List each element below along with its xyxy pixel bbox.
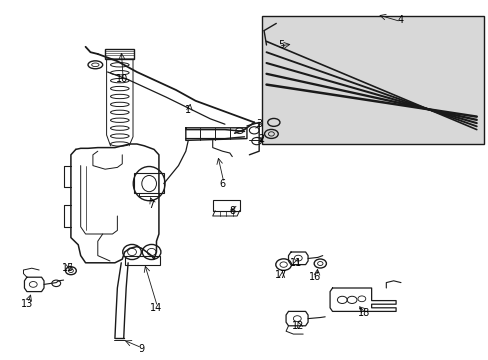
Bar	[212, 200, 239, 211]
Text: 17: 17	[274, 270, 287, 280]
Bar	[134, 173, 163, 193]
Text: 8: 8	[229, 206, 235, 216]
Text: 10: 10	[116, 74, 128, 84]
Text: 11: 11	[289, 258, 302, 268]
Text: 13: 13	[20, 299, 33, 309]
Text: 5: 5	[278, 40, 284, 50]
Bar	[105, 49, 134, 59]
Text: 9: 9	[139, 344, 144, 354]
Text: 12: 12	[291, 321, 304, 331]
Text: 4: 4	[397, 15, 403, 25]
Text: 15: 15	[62, 263, 75, 273]
Text: 14: 14	[150, 303, 163, 313]
Text: 1: 1	[185, 105, 191, 115]
Bar	[124, 256, 160, 265]
Text: 7: 7	[148, 200, 154, 210]
Text: 6: 6	[219, 179, 225, 189]
Text: 18: 18	[357, 308, 370, 318]
Bar	[261, 16, 483, 144]
Text: 3: 3	[256, 119, 262, 129]
Text: 16: 16	[308, 272, 321, 282]
Text: 2: 2	[258, 134, 264, 144]
